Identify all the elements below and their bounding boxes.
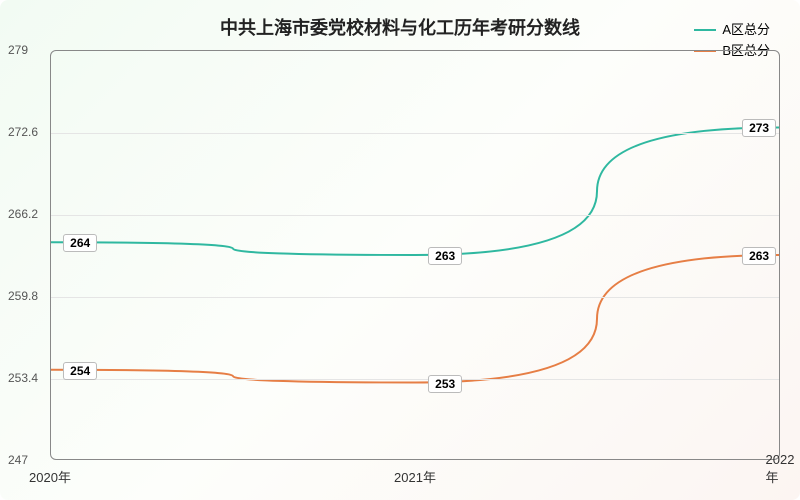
series-line xyxy=(51,128,779,256)
y-tick-label: 279 xyxy=(8,43,28,57)
gridline xyxy=(51,379,779,380)
x-tick-label: 2021年 xyxy=(394,467,436,486)
line-svg xyxy=(51,51,779,459)
legend-item: A区总分 xyxy=(694,20,770,41)
x-tick-label: 2020年 xyxy=(29,467,71,486)
y-tick-label: 247 xyxy=(8,453,28,467)
point-label: 263 xyxy=(428,247,462,265)
point-label: 254 xyxy=(63,362,97,380)
x-tick-label: 2022年 xyxy=(766,452,795,486)
chart-title: 中共上海市委党校材料与化工历年考研分数线 xyxy=(220,14,580,40)
legend-label: A区总分 xyxy=(722,20,770,41)
point-label: 263 xyxy=(742,247,776,265)
y-tick-label: 266.2 xyxy=(8,207,38,221)
gridline xyxy=(51,297,779,298)
point-label: 264 xyxy=(63,234,97,252)
point-label: 273 xyxy=(742,119,776,137)
gridline xyxy=(51,215,779,216)
gridline xyxy=(51,133,779,134)
y-tick-label: 272.6 xyxy=(8,125,38,139)
y-tick-label: 259.8 xyxy=(8,289,38,303)
point-label: 253 xyxy=(428,375,462,393)
legend-line-icon xyxy=(694,29,716,31)
series-line xyxy=(51,255,779,383)
plot-area: 264 263 273 254 253 263 xyxy=(50,50,780,460)
y-tick-label: 253.4 xyxy=(8,371,38,385)
chart-container: 中共上海市委党校材料与化工历年考研分数线 A区总分B区总分 2642632732… xyxy=(0,0,800,500)
